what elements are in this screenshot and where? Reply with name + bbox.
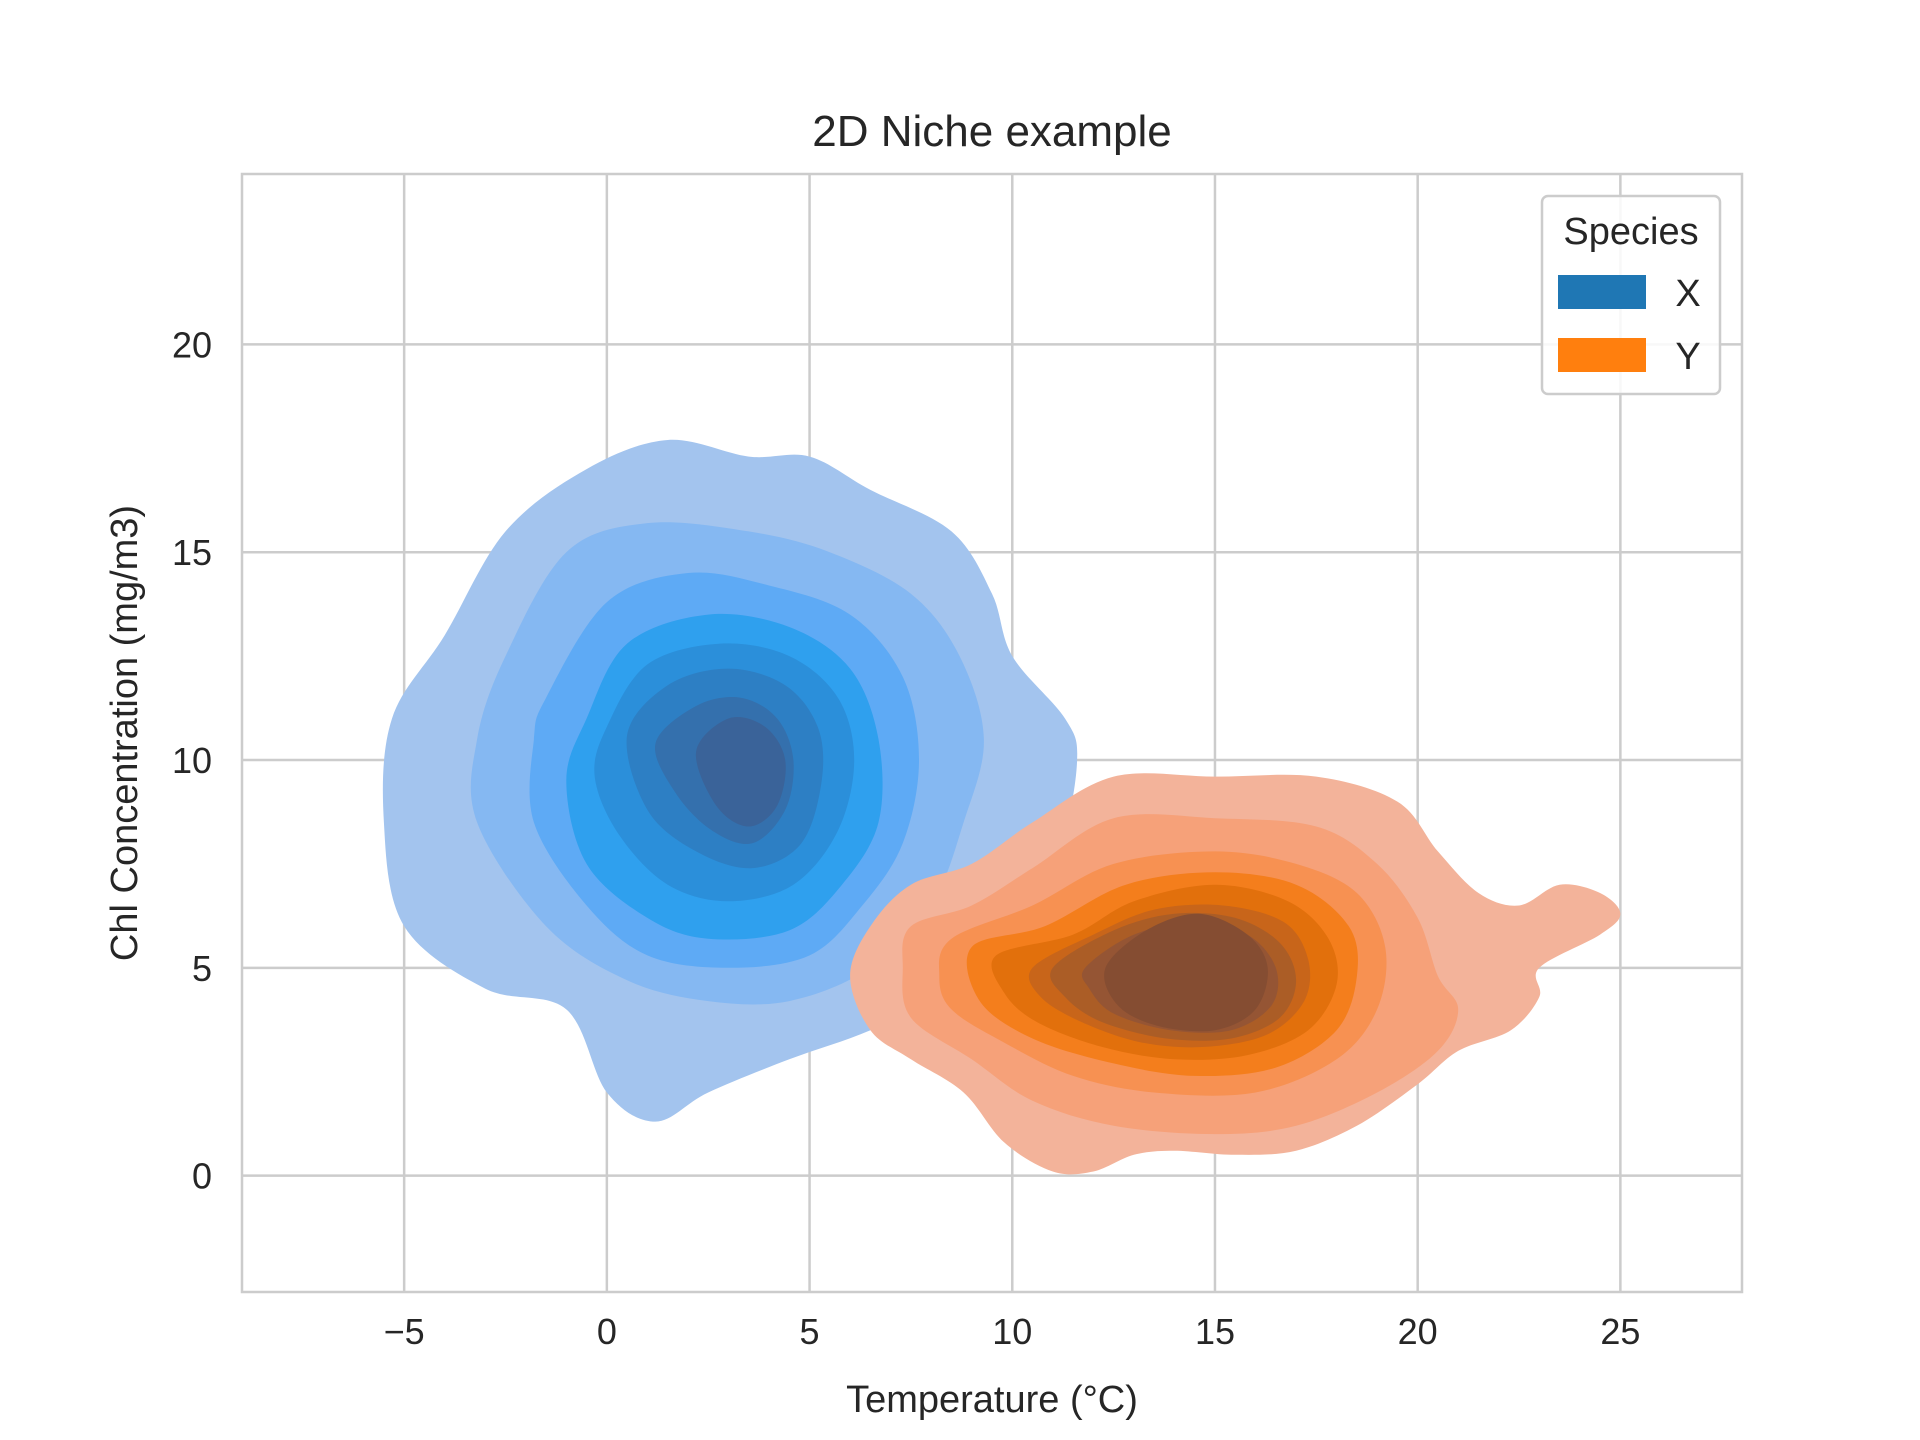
- contour-x-level-8: [695, 717, 786, 827]
- x-tick-label: 25: [1600, 1311, 1640, 1352]
- chart-title: 2D Niche example: [812, 107, 1172, 156]
- plot-frame: [240, 172, 1744, 1294]
- density-contours: [382, 439, 1621, 1175]
- y-tick-label: 0: [192, 1156, 212, 1197]
- x-tick-label: 15: [1195, 1311, 1235, 1352]
- legend-label-x: X: [1675, 273, 1700, 315]
- y-tick-labels: 0 5 10 15 20: [172, 324, 212, 1196]
- density-series-y: [850, 773, 1621, 1175]
- contour-y-level-9: [1104, 913, 1268, 1032]
- legend: Species X Y: [1540, 194, 1722, 396]
- x-tick-label: 10: [992, 1311, 1032, 1352]
- y-tick-label: 15: [172, 532, 212, 573]
- legend-label-y: Y: [1675, 336, 1700, 378]
- x-tick-label: −5: [384, 1311, 425, 1352]
- y-tick-label: 10: [172, 740, 212, 781]
- x-tick-label: 20: [1398, 1311, 1438, 1352]
- legend-title: Species: [1563, 211, 1698, 253]
- legend-swatch-y: [1558, 338, 1646, 372]
- y-tick-label: 20: [172, 324, 212, 365]
- y-axis-label: Chl Concentration (mg/m3): [104, 505, 146, 961]
- x-tick-label: 5: [800, 1311, 820, 1352]
- x-axis-label: Temperature (°C): [846, 1379, 1138, 1421]
- x-tick-label: 0: [597, 1311, 617, 1352]
- legend-swatch-x: [1558, 275, 1646, 309]
- x-tick-labels: −5 0 5 10 15 20 25: [384, 1311, 1641, 1352]
- y-tick-label: 5: [192, 948, 212, 989]
